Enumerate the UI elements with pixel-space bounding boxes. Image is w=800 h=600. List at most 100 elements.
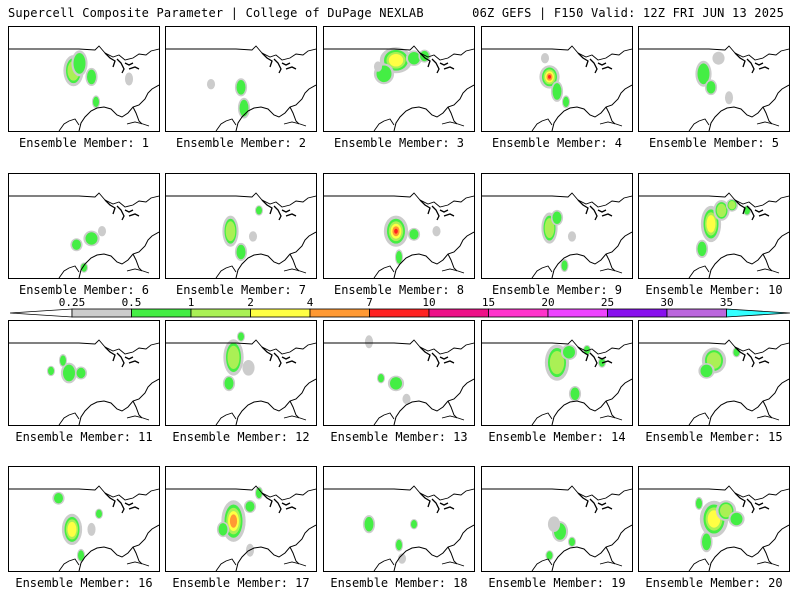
- gulf-coastline: [708, 231, 789, 278]
- colorbar-segment: [607, 308, 668, 318]
- us-canada-border: [166, 192, 316, 208]
- colorbar-segment: [428, 308, 489, 318]
- cuba-outline: [599, 415, 623, 421]
- great-lakes-outline: [577, 492, 613, 514]
- scp-contour-fill: [239, 99, 249, 117]
- scp-contour-fill: [569, 537, 575, 547]
- ensemble-member-label: Ensemble Member: 10: [645, 283, 783, 297]
- florida-coastline: [762, 546, 773, 565]
- scp-contour-fill: [54, 493, 63, 504]
- gulf-coastline: [393, 84, 474, 131]
- gulf-coastline: [551, 84, 632, 131]
- gulf-coastline: [708, 84, 789, 131]
- gulf-coastline: [235, 84, 316, 131]
- gulf-coastline: [708, 524, 789, 571]
- cuba-outline: [441, 121, 465, 127]
- scp-contour-fill: [706, 81, 716, 94]
- scp-contour-fill: [238, 332, 244, 341]
- gulf-coastline: [708, 378, 789, 425]
- cuba-outline: [599, 121, 623, 127]
- colorbar-tick-label: 0.25: [59, 296, 86, 309]
- map-svg: [9, 45, 159, 131]
- great-lakes-outline: [734, 346, 770, 368]
- mexico-coastline: [373, 412, 395, 425]
- ensemble-member-label: Ensemble Member: 6: [18, 283, 150, 297]
- scp-contour-fill: [702, 533, 711, 551]
- mexico-coastline: [688, 412, 710, 425]
- colorbar-tick-label: 7: [366, 296, 373, 309]
- mexico-coastline: [215, 412, 237, 425]
- mexico-coastline: [373, 118, 395, 131]
- colorbar-segment: [369, 308, 430, 318]
- great-lakes-outline: [419, 52, 455, 74]
- scp-contour-fill: [720, 504, 732, 518]
- map-svg: [166, 331, 316, 425]
- cuba-outline: [126, 121, 150, 127]
- great-lakes-outline: [734, 492, 770, 514]
- ensemble-member-map: [638, 466, 790, 572]
- colorbar-segment: [190, 308, 251, 318]
- scp-contour-fill: [388, 54, 404, 67]
- scp-contour-fill: [546, 551, 553, 560]
- scp-contour-fill: [716, 203, 727, 218]
- colorbar-segment: [131, 308, 192, 318]
- scp-contour-fill: [390, 377, 402, 390]
- scp-contour-fill: [225, 221, 236, 242]
- great-lakes-outline: [261, 346, 297, 368]
- scp-contour-fill: [563, 345, 575, 359]
- colorbar-tick-label: 25: [601, 296, 614, 309]
- colorbar-tick-label: 15: [482, 296, 495, 309]
- florida-coastline: [447, 546, 458, 565]
- colorbar-segment: [488, 308, 549, 318]
- colorbar-tick-label: 35: [720, 296, 733, 309]
- map-svg: [166, 485, 316, 571]
- map-svg: [482, 45, 632, 131]
- ensemble-member-label: Ensemble Member: 2: [175, 136, 307, 150]
- map-svg: [639, 192, 789, 278]
- scp-contour-fill: [706, 215, 716, 233]
- scp-contour-gray: [248, 231, 258, 242]
- great-lakes-outline: [104, 492, 140, 514]
- ensemble-member-label: Ensemble Member: 3: [333, 136, 465, 150]
- scp-contour-fill: [548, 75, 551, 79]
- ensemble-member-map: [8, 26, 160, 132]
- scp-contour-fill: [245, 501, 255, 512]
- ensemble-member-map: [165, 320, 317, 426]
- scp-contour-fill: [256, 206, 262, 215]
- colorbar-tick-label: 20: [541, 296, 554, 309]
- great-lakes-outline: [419, 492, 455, 514]
- scp-contour-fill: [408, 51, 420, 65]
- ensemble-member-label: Ensemble Member: 11: [15, 430, 153, 444]
- ensemble-member-label: Ensemble Member: 5: [648, 136, 780, 150]
- scp-contour-gray: [540, 53, 550, 64]
- map-svg: [9, 339, 159, 425]
- scp-contour-fill: [256, 487, 262, 499]
- gulf-coastline: [393, 524, 474, 571]
- scp-contour-gray: [547, 516, 561, 532]
- florida-coastline: [447, 400, 458, 419]
- cuba-outline: [756, 561, 780, 567]
- mexico-coastline: [58, 558, 80, 571]
- colorbar-segment: [309, 308, 370, 318]
- colorbar-tick-label: 0.5: [122, 296, 142, 309]
- scp-contour-fill: [72, 239, 81, 250]
- cuba-outline: [126, 415, 150, 421]
- us-canada-border: [166, 45, 316, 61]
- cuba-outline: [126, 268, 150, 274]
- florida-coastline: [289, 106, 300, 125]
- map-svg: [166, 45, 316, 131]
- gulf-coastline: [235, 378, 316, 425]
- scp-contour-fill: [700, 364, 713, 378]
- us-canada-border: [9, 485, 159, 501]
- ensemble-member-map: [638, 320, 790, 426]
- ensemble-member-label: Ensemble Member: 7: [175, 283, 307, 297]
- cuba-outline: [599, 561, 623, 567]
- gulf-coastline: [78, 84, 159, 131]
- gulf-coastline: [551, 524, 632, 571]
- scp-contour-fill: [544, 218, 555, 239]
- scp-contour-fill: [85, 232, 98, 245]
- ensemble-member-map: [165, 26, 317, 132]
- cuba-outline: [756, 415, 780, 421]
- scp-contour-fill: [227, 345, 240, 370]
- ensemble-member-label: Ensemble Member: 19: [488, 576, 626, 590]
